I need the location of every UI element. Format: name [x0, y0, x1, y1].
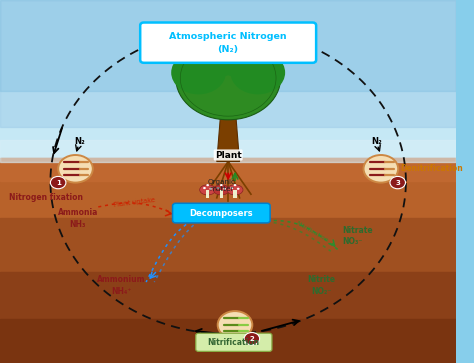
Bar — [0, 319, 456, 363]
Polygon shape — [217, 105, 239, 162]
Text: Organic
matter: Organic matter — [207, 179, 235, 192]
Ellipse shape — [200, 185, 216, 195]
Bar — [0, 140, 456, 162]
Circle shape — [176, 36, 281, 120]
Bar — [0, 0, 456, 127]
Circle shape — [187, 34, 242, 78]
Circle shape — [230, 51, 285, 94]
Text: NH₄⁺: NH₄⁺ — [111, 287, 131, 295]
Text: 1: 1 — [56, 180, 61, 185]
Circle shape — [58, 155, 93, 183]
Text: Denitrification: Denitrification — [401, 164, 463, 173]
Circle shape — [364, 155, 398, 183]
Circle shape — [218, 311, 252, 339]
Text: Ammonia: Ammonia — [57, 208, 98, 217]
Text: Nitrification: Nitrification — [295, 221, 329, 244]
Circle shape — [210, 188, 212, 190]
Circle shape — [220, 184, 223, 186]
Text: NO₂⁻: NO₂⁻ — [311, 287, 332, 295]
Bar — [0, 0, 456, 91]
Text: NH₃: NH₃ — [70, 220, 86, 229]
Text: Nitrification: Nitrification — [208, 338, 260, 347]
Text: Plant uptake: Plant uptake — [114, 197, 156, 208]
Bar — [233, 190, 237, 198]
Bar — [206, 190, 210, 198]
Bar — [219, 190, 223, 198]
Text: 2: 2 — [249, 336, 254, 342]
Bar — [0, 272, 456, 363]
Text: Nitrite: Nitrite — [308, 275, 336, 284]
FancyBboxPatch shape — [173, 203, 270, 223]
Text: (N₂): (N₂) — [218, 45, 239, 54]
Text: 3: 3 — [395, 180, 400, 185]
Text: Ammonium: Ammonium — [97, 275, 146, 284]
Bar — [0, 0, 456, 162]
Bar — [0, 158, 456, 363]
FancyBboxPatch shape — [196, 333, 272, 351]
Text: Decomposers: Decomposers — [190, 209, 253, 217]
Text: Nitrogen fixation: Nitrogen fixation — [9, 193, 83, 202]
Bar — [0, 158, 456, 182]
Text: Atmospheric Nitrogen: Atmospheric Nitrogen — [169, 32, 287, 41]
FancyBboxPatch shape — [140, 23, 316, 63]
Circle shape — [215, 34, 269, 78]
Text: N₂: N₂ — [371, 137, 382, 146]
Circle shape — [217, 187, 219, 189]
Circle shape — [230, 187, 233, 189]
Circle shape — [171, 51, 226, 94]
Circle shape — [390, 176, 405, 189]
Circle shape — [203, 27, 253, 67]
Bar — [0, 218, 456, 363]
Circle shape — [206, 184, 209, 186]
Text: NO₃⁻: NO₃⁻ — [342, 237, 363, 246]
Text: N₂: N₂ — [75, 137, 85, 146]
Ellipse shape — [213, 185, 229, 195]
Circle shape — [237, 188, 239, 190]
Circle shape — [234, 184, 237, 186]
Circle shape — [50, 176, 66, 189]
Circle shape — [203, 187, 206, 189]
Circle shape — [223, 188, 226, 190]
Text: Nitrate: Nitrate — [342, 226, 373, 235]
Text: Plant: Plant — [215, 151, 242, 159]
Ellipse shape — [227, 185, 243, 195]
Circle shape — [244, 333, 260, 345]
